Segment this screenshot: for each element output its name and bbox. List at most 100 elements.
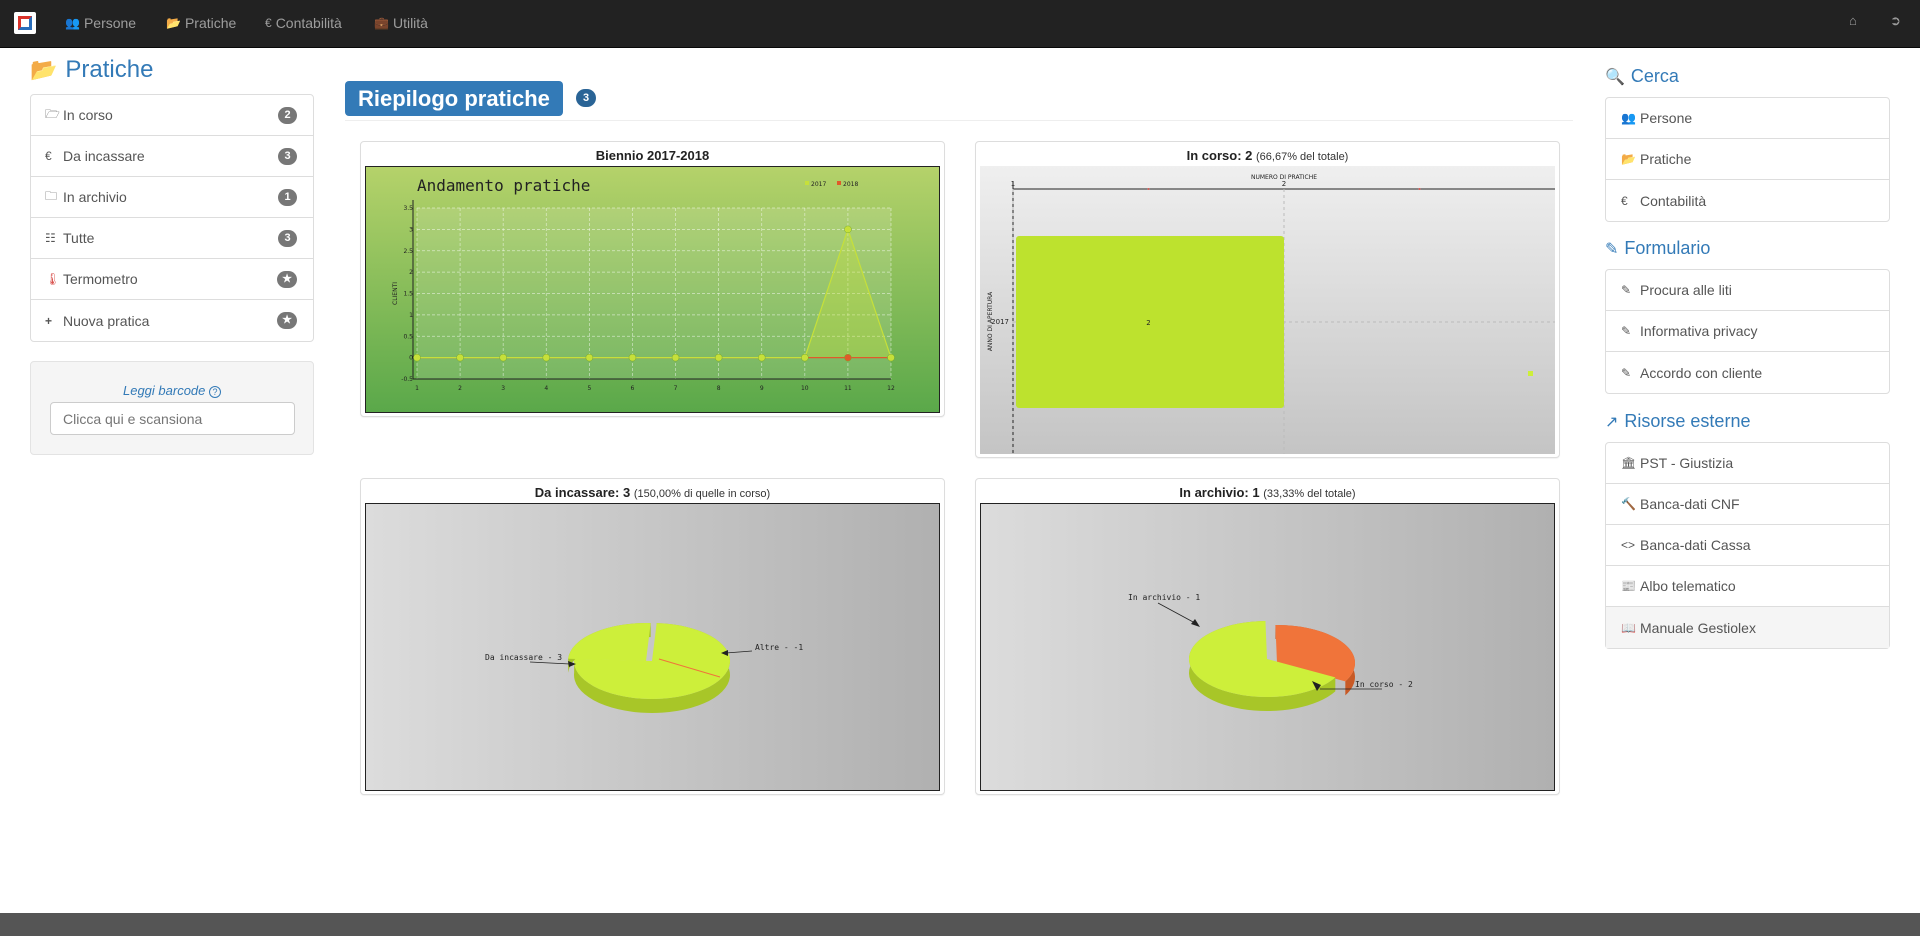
- x-tick-label: 11: [844, 385, 852, 392]
- x-tick-label: 10: [801, 385, 809, 392]
- app-logo[interactable]: [14, 12, 36, 34]
- server-icon: ☷: [45, 231, 56, 245]
- sidebar-item-nuova-pratica[interactable]: + Nuova pratica ★: [31, 300, 313, 341]
- y-tick-label: 2017: [991, 318, 1009, 326]
- data-point: [887, 353, 895, 362]
- nav-persone-label: Persone: [83, 15, 137, 31]
- users-icon: 👥: [1621, 111, 1636, 125]
- book-icon: 📖: [1621, 620, 1636, 635]
- panel-in-corso: In corso: 2 (66,67% del totale) NUMERO D…: [975, 141, 1560, 458]
- data-point: [757, 353, 766, 362]
- data-point: [628, 353, 637, 362]
- leader-arrow: [1312, 681, 1321, 691]
- search-item-label: Persone: [1640, 110, 1693, 126]
- y-tick-label: 2.5: [403, 248, 413, 255]
- pie-slice: [1189, 621, 1336, 697]
- ext-cassa[interactable]: <> Banca-dati Cassa: [1606, 525, 1889, 566]
- x-tick-label: 2: [1282, 180, 1286, 188]
- y-tick-label: 3: [409, 226, 413, 233]
- nav-pratiche[interactable]: 📂 Pratiche: [166, 15, 236, 31]
- plus-icon: +: [45, 313, 53, 328]
- pie-slice: [574, 623, 730, 699]
- search-heading-label: Cerca: [1630, 66, 1679, 86]
- count-badge: 2: [278, 107, 297, 124]
- ext-pst[interactable]: 🏛 PST - Giustizia: [1606, 443, 1889, 484]
- chart-title: Andamento pratiche: [417, 176, 590, 195]
- panel-title-text: Biennio 2017-2018: [595, 148, 710, 163]
- data-point: [456, 353, 464, 362]
- ext-albo[interactable]: 📰 Albo telematico: [1606, 566, 1889, 607]
- sidebar-item-termometro[interactable]: 🌡 Termometro ★: [31, 259, 313, 300]
- y-tick-label: 2: [409, 269, 413, 276]
- home-icon[interactable]: ⌂: [1849, 13, 1857, 28]
- legend-label: 2018: [843, 181, 858, 188]
- leader-line: [529, 661, 571, 665]
- x-tick-label: 12: [887, 385, 895, 392]
- logout-icon[interactable]: ➲: [1890, 13, 1901, 28]
- x-tick-label: 1: [1011, 180, 1015, 188]
- slice-label: In corso - 2: [1355, 680, 1413, 689]
- page-title: 📂 Pratiche: [30, 56, 153, 84]
- nav-contabilita[interactable]: € Contabilità: [265, 15, 342, 31]
- footer: [0, 913, 1920, 936]
- sidebar-item-label: Nuova pratica: [63, 312, 150, 329]
- data-point: [542, 353, 551, 362]
- pie-chart: Da incassare - 3 Altre - -1: [365, 503, 940, 791]
- ext-cnf[interactable]: 🔨 Banca-dati CNF: [1606, 484, 1889, 525]
- slice-edge: [658, 658, 721, 678]
- panel-da-incassare: Da incassare: 3 (150,00% di quelle in co…: [360, 478, 945, 795]
- euro-icon: €: [45, 149, 52, 163]
- sidebar-item-tutte[interactable]: ☷ Tutte 3: [31, 218, 313, 259]
- panel-subtitle: (66,67% del totale): [1256, 151, 1349, 163]
- sidebar-item-label: Tutte: [63, 230, 95, 246]
- bar-chart: NUMERO DI PRATICHE 1 2 ANNO DI APERTURA2017…: [980, 166, 1555, 454]
- ext-item-label: Manuale Gestiolex: [1640, 619, 1756, 636]
- pie-slice: [568, 623, 651, 661]
- code-icon: <>: [1621, 538, 1636, 552]
- search-pratiche[interactable]: 📂 Pratiche: [1606, 139, 1889, 180]
- panel-biennio: Biennio 2017-2018 Andamento pratiche 2017…: [360, 141, 945, 417]
- chart-background: [365, 166, 940, 413]
- euro-icon: €: [1621, 193, 1628, 208]
- legend-swatch: [1528, 371, 1533, 376]
- panel-title: In corso: 2 (66,67% del totale): [976, 148, 1559, 163]
- gavel-icon: 🔨: [1621, 497, 1636, 511]
- barcode-label[interactable]: Leggi barcode ?: [31, 383, 313, 398]
- barcode-input[interactable]: [50, 402, 295, 435]
- nav-contabilita-label: Contabilità: [275, 15, 342, 31]
- sidebar-item-da-incassare[interactable]: € Da incassare 3: [31, 136, 313, 177]
- bar: [1016, 236, 1284, 408]
- leader-arrow: [721, 650, 728, 656]
- line-chart: Andamento pratiche 2017 2018 -0.5 0 0.5 1 1.5 2 2…: [365, 166, 940, 413]
- legend-swatch: [805, 181, 809, 185]
- sidebar-item-in-corso[interactable]: 🗁 In corso 2: [31, 95, 313, 136]
- nav-persone[interactable]: 👥 Persone: [65, 15, 136, 31]
- forms-heading-label: Formulario: [1624, 238, 1711, 258]
- y-tick-label: 0: [409, 355, 413, 362]
- search-contabilita[interactable]: € Contabilità: [1606, 180, 1889, 221]
- sidebar-item-in-archivio[interactable]: 🗀 In archivio 1: [31, 177, 313, 218]
- form-accordo[interactable]: ✎ Accordo con cliente: [1606, 352, 1889, 393]
- legend-label: 2017: [811, 181, 826, 188]
- barcode-label-text: Leggi barcode: [122, 383, 206, 398]
- ext-manuale[interactable]: 📖 Manuale Gestiolex: [1606, 607, 1889, 648]
- divider: [345, 120, 1573, 121]
- ext-item-label: PST - Giustizia: [1640, 455, 1734, 471]
- y-tick-label: 1.5: [403, 291, 413, 298]
- thermometer-icon: 🌡: [45, 272, 61, 286]
- chart-background: [365, 503, 940, 791]
- form-item-label: Procura alle liti: [1640, 282, 1732, 298]
- form-privacy[interactable]: ✎ Informativa privacy: [1606, 311, 1889, 352]
- form-procura[interactable]: ✎ Procura alle liti: [1606, 270, 1889, 311]
- sidebar-item-label: Da incassare: [63, 148, 145, 164]
- form-item-label: Accordo con cliente: [1640, 364, 1763, 381]
- folder-open-icon: 📂: [1621, 152, 1636, 166]
- nav-utilita[interactable]: 💼 Utilità: [374, 15, 428, 31]
- pratiche-menu: 🗁 In corso 2 € Da incassare 3 🗀 In archi…: [30, 94, 314, 342]
- data-point: [844, 225, 852, 234]
- search-persone[interactable]: 👥 Persone: [1606, 98, 1889, 139]
- data-point: [499, 353, 507, 362]
- count-badge: 3: [278, 148, 297, 165]
- panel-subtitle: (33,33% del totale): [1263, 488, 1356, 500]
- panel-subtitle: (150,00% di quelle in corso): [633, 488, 771, 500]
